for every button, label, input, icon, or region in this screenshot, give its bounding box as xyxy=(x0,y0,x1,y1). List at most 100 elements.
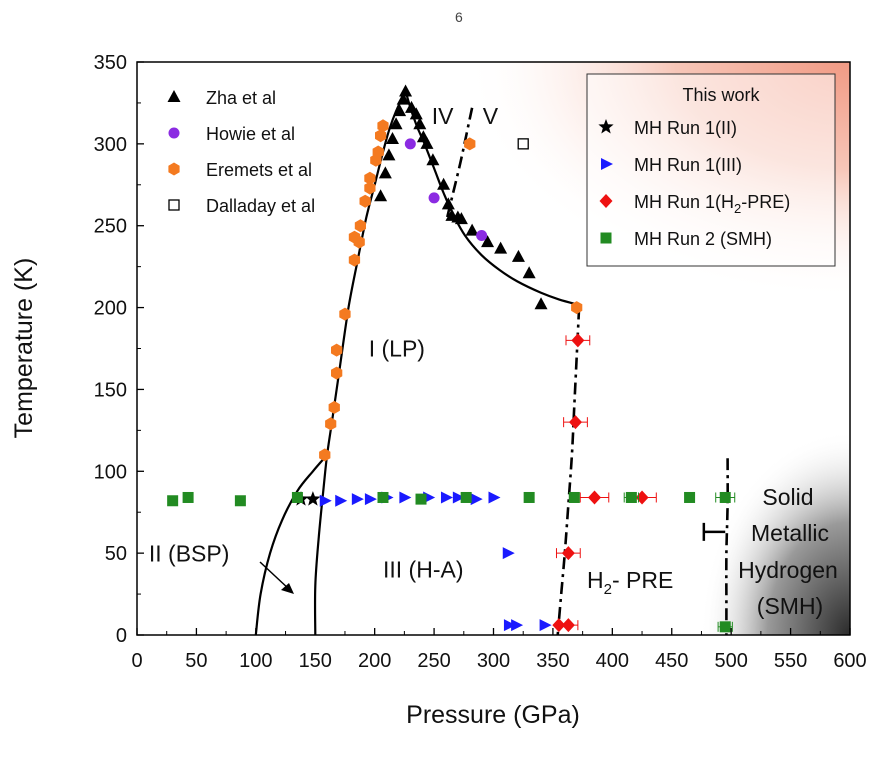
data-point xyxy=(470,493,483,506)
data-point xyxy=(420,136,434,149)
data-point xyxy=(684,491,696,503)
y-axis-title: Temperature (K) xyxy=(10,258,38,439)
data-point xyxy=(377,491,389,503)
series-mh-run-1-iii- xyxy=(319,491,552,632)
x-tick-label: 200 xyxy=(358,650,391,672)
legend-marker xyxy=(598,119,614,134)
y-tick-label: 150 xyxy=(94,379,127,401)
boundary-phase-I-left xyxy=(313,91,407,635)
data-point xyxy=(372,145,384,159)
x-tick-label: 350 xyxy=(536,650,569,672)
data-point xyxy=(331,366,343,380)
data-point xyxy=(476,230,488,242)
data-point xyxy=(719,491,731,503)
data-point xyxy=(571,333,585,348)
legend-label: Eremets et al xyxy=(206,160,312,180)
data-point xyxy=(348,253,361,267)
legend-label: MH Run 1(III) xyxy=(634,155,742,175)
phase-label: IV xyxy=(432,103,454,129)
data-point xyxy=(382,148,396,161)
data-point xyxy=(364,181,376,195)
data-point xyxy=(522,266,536,279)
boundary-phase-II-III xyxy=(254,454,328,635)
h2-pre-label: H2- PRE xyxy=(587,567,673,598)
boundary-smh xyxy=(725,458,729,635)
y-tick-label: 300 xyxy=(94,134,127,156)
series-mh-run-2-smh- xyxy=(167,491,736,633)
data-point xyxy=(625,491,637,503)
data-point xyxy=(413,117,427,130)
phase-label: I (LP) xyxy=(369,336,425,362)
legend-marker xyxy=(601,158,613,170)
legend-label: Zha et al xyxy=(206,88,276,108)
data-point xyxy=(523,491,535,503)
x-tick-label: 150 xyxy=(299,650,332,672)
data-point xyxy=(378,166,392,179)
data-point xyxy=(511,249,525,262)
data-point xyxy=(325,417,337,431)
legend-marker xyxy=(600,232,612,244)
y-tick-label: 250 xyxy=(94,216,127,238)
data-point xyxy=(319,448,331,462)
data-point xyxy=(234,495,246,507)
data-point xyxy=(568,491,580,503)
data-point xyxy=(534,297,548,310)
data-point xyxy=(460,491,472,503)
phase-label: V xyxy=(483,103,499,129)
axis-ticks: 0 50 100 150 200 250 300 350 400 450 500 550 600 0 50 1… xyxy=(94,52,867,672)
x-tick-label: 250 xyxy=(417,650,450,672)
data-point xyxy=(328,400,340,414)
legend-label: Dalladay et al xyxy=(206,196,315,216)
x-tick-label: 100 xyxy=(239,650,272,672)
data-point xyxy=(339,307,351,321)
data-point xyxy=(359,194,371,208)
legend-marker xyxy=(599,194,613,208)
data-point xyxy=(415,493,427,505)
data-point xyxy=(331,343,343,357)
data-point xyxy=(440,491,453,504)
y-tick-label: 350 xyxy=(94,52,127,74)
data-point xyxy=(405,100,419,113)
legend-this-work: MH Run 1(II) MH Run 1(III) MH Run 1(H2-PRE… xyxy=(598,118,790,249)
legend-label: MH Run 1(II) xyxy=(634,118,737,138)
x-tick-label: 50 xyxy=(185,650,207,672)
smh-label-line-4: (SMH) xyxy=(757,593,823,619)
data-point xyxy=(319,494,332,507)
data-point xyxy=(354,219,366,233)
data-point xyxy=(465,223,479,236)
smh-label-line-1: Solid xyxy=(762,484,813,510)
data-point xyxy=(464,137,476,151)
data-point xyxy=(374,189,388,202)
series-howie-et-al xyxy=(404,138,488,242)
data-point xyxy=(377,119,389,133)
x-tick-label: 0 xyxy=(131,650,142,672)
data-point xyxy=(481,235,495,248)
series-zha-et-al xyxy=(374,84,548,310)
x-tick-label: 500 xyxy=(714,650,747,672)
phase-label: III (H-A) xyxy=(383,557,464,583)
data-point xyxy=(409,107,423,120)
data-point xyxy=(511,619,524,632)
data-point xyxy=(305,491,321,506)
legend-label: MH Run 1(H2-PRE) xyxy=(634,192,790,216)
legend-label: MH Run 2 (SMH) xyxy=(634,229,772,249)
data-point xyxy=(385,131,399,144)
data-point xyxy=(399,84,413,97)
data-point xyxy=(335,494,348,507)
data-point xyxy=(561,618,575,633)
data-point xyxy=(719,621,731,633)
smh-label-line-3: Hydrogen xyxy=(738,557,838,583)
data-point xyxy=(571,301,583,315)
arrow-head-icon xyxy=(281,583,294,594)
legend-literature: Zha et al Howie et al Eremets et al Dallada… xyxy=(167,88,315,216)
legend-this-work-title: This work xyxy=(682,85,760,105)
page-number: 6 xyxy=(455,9,463,25)
y-tick-label: 0 xyxy=(116,625,127,647)
data-point xyxy=(568,415,582,430)
data-point xyxy=(399,491,412,504)
legend-marker xyxy=(168,199,180,211)
data-points xyxy=(167,84,736,633)
data-point xyxy=(393,104,407,117)
data-point xyxy=(452,491,465,504)
y-tick-label: 200 xyxy=(94,298,127,320)
